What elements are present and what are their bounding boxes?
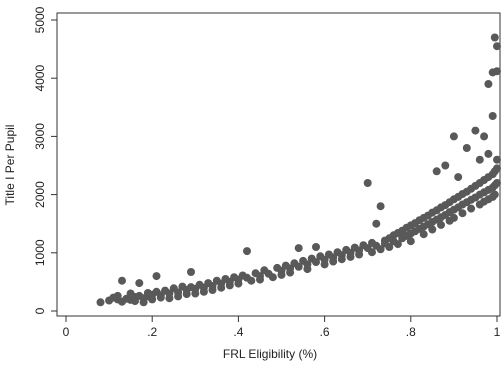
y-tick-label: 3000 bbox=[33, 123, 47, 150]
x-axis: 0 .2 .4 .6 .8 1 bbox=[63, 316, 501, 339]
data-point bbox=[376, 245, 385, 254]
data-point bbox=[247, 276, 256, 285]
data-point bbox=[363, 179, 372, 187]
data-point bbox=[148, 295, 157, 304]
data-point bbox=[449, 213, 458, 222]
data-point bbox=[152, 272, 161, 281]
data-point bbox=[217, 283, 226, 292]
x-tick-label: 1 bbox=[494, 325, 501, 339]
data-point bbox=[199, 287, 208, 296]
x-tick-label: .6 bbox=[320, 325, 330, 339]
data-point bbox=[312, 258, 320, 267]
data-point bbox=[268, 273, 277, 282]
data-points bbox=[96, 33, 501, 307]
y-tick-label: 0 bbox=[33, 307, 47, 314]
data-point bbox=[488, 112, 497, 120]
data-point bbox=[294, 244, 303, 253]
data-point bbox=[493, 42, 501, 51]
x-axis-label: FRL Eligibility (%) bbox=[223, 347, 317, 361]
y-tick-label: 1000 bbox=[33, 239, 47, 266]
data-point bbox=[372, 219, 381, 228]
data-point bbox=[182, 290, 191, 299]
data-point bbox=[277, 270, 286, 279]
data-point bbox=[493, 67, 501, 76]
data-point bbox=[234, 279, 243, 288]
y-tick-label: 4000 bbox=[33, 65, 47, 92]
data-point bbox=[294, 262, 303, 271]
data-point bbox=[303, 265, 312, 274]
data-point bbox=[320, 260, 329, 269]
data-point bbox=[475, 155, 484, 164]
data-point bbox=[484, 149, 493, 158]
data-point bbox=[419, 230, 428, 239]
x-tick-label: .4 bbox=[233, 325, 243, 339]
data-point bbox=[355, 250, 364, 259]
data-point bbox=[490, 190, 499, 199]
data-point bbox=[428, 225, 437, 234]
data-point bbox=[135, 279, 144, 288]
data-point bbox=[118, 276, 126, 285]
data-point bbox=[467, 204, 476, 213]
x-tick-label: 0 bbox=[63, 325, 70, 339]
y-axis-label: Title I Per Pupil bbox=[3, 125, 17, 206]
data-point bbox=[493, 155, 501, 164]
y-tick-label: 2000 bbox=[33, 181, 47, 208]
data-point bbox=[346, 252, 355, 261]
data-point bbox=[208, 286, 217, 294]
data-point bbox=[165, 294, 174, 303]
data-point bbox=[441, 161, 450, 170]
data-point bbox=[480, 132, 489, 141]
data-point bbox=[225, 281, 234, 290]
data-point bbox=[458, 209, 467, 218]
data-point bbox=[385, 243, 394, 251]
data-point bbox=[471, 126, 480, 135]
data-point bbox=[462, 144, 471, 152]
x-tick-label: .2 bbox=[147, 325, 157, 339]
data-point bbox=[337, 255, 346, 264]
data-point bbox=[493, 179, 501, 187]
data-point bbox=[139, 298, 148, 307]
data-point bbox=[368, 248, 376, 257]
data-point bbox=[454, 173, 463, 182]
y-axis: 0 1000 2000 3000 4000 5000 bbox=[33, 6, 57, 314]
data-point bbox=[174, 292, 183, 301]
data-point bbox=[187, 268, 195, 276]
data-point bbox=[490, 33, 499, 42]
data-point bbox=[406, 237, 415, 246]
x-tick-label: .8 bbox=[406, 325, 416, 339]
data-point bbox=[393, 240, 402, 249]
data-point bbox=[329, 257, 338, 266]
data-point bbox=[432, 167, 441, 176]
data-point bbox=[376, 202, 385, 211]
data-point bbox=[484, 80, 493, 88]
data-point bbox=[243, 247, 251, 256]
data-point bbox=[191, 289, 200, 298]
data-point bbox=[449, 132, 458, 141]
data-point bbox=[493, 164, 501, 173]
data-point bbox=[286, 268, 295, 277]
data-point bbox=[256, 275, 264, 284]
y-tick-label: 5000 bbox=[33, 6, 47, 33]
data-point bbox=[312, 243, 320, 251]
data-point bbox=[96, 298, 105, 307]
data-point bbox=[437, 220, 445, 229]
